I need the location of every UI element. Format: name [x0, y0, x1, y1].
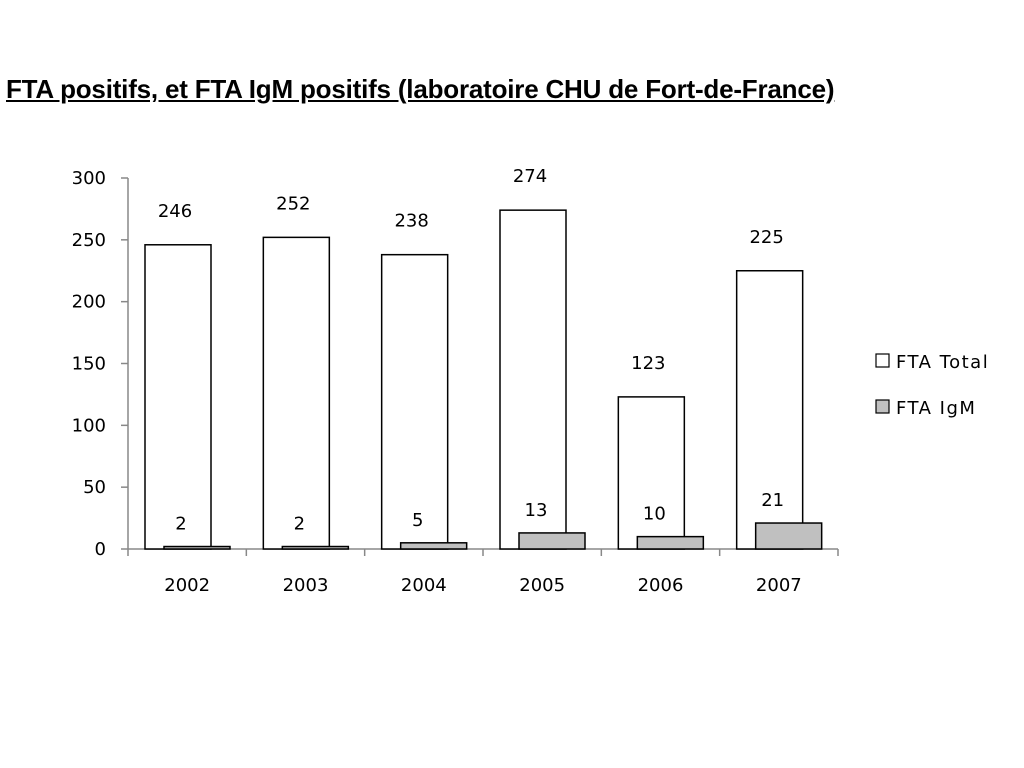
bars — [144, 209, 823, 550]
legend-label: FTA IgM — [896, 398, 976, 419]
bar-fta-total — [735, 270, 804, 550]
data-label-fta-total: 238 — [394, 211, 428, 232]
y-tick-label: 200 — [72, 292, 106, 313]
x-tick-label: 2005 — [519, 575, 565, 596]
bar-fta-total — [499, 209, 567, 550]
x-tick-label: 2003 — [283, 575, 329, 596]
bar-fta-igm — [636, 535, 705, 550]
data-label-fta-igm: 5 — [412, 510, 423, 531]
x-axis: 2002 2003 2004 2005 2006 2007 — [127, 548, 839, 596]
data-label-fta-total: 246 — [158, 201, 192, 222]
data-label-fta-total: 123 — [631, 353, 665, 374]
legend-label: FTA Total — [896, 352, 989, 373]
legend-swatch — [875, 399, 890, 414]
bar-fta-igm — [281, 545, 350, 550]
bar-fta-igm — [399, 542, 468, 550]
legend-swatch — [875, 353, 890, 368]
bar-fta-total — [144, 244, 212, 550]
y-tick-label: 100 — [72, 415, 106, 436]
y-tick-label: 50 — [83, 477, 106, 498]
bar-fta-igm — [754, 522, 823, 550]
data-label-fta-igm: 10 — [643, 504, 666, 525]
data-label-fta-igm: 21 — [761, 490, 784, 511]
y-axis: 0 50 100 150 200 250 300 — [72, 168, 129, 560]
bar-fta-total — [380, 253, 449, 550]
bar-fta-igm — [163, 545, 231, 550]
x-tick-label: 2006 — [638, 575, 684, 596]
y-tick-label: 300 — [72, 168, 106, 189]
bar-fta-total — [262, 236, 331, 550]
data-label-fta-total: 274 — [513, 166, 547, 187]
data-label-fta-total: 225 — [749, 227, 783, 248]
y-tick-label: 150 — [72, 354, 106, 375]
y-tick-label: 250 — [72, 230, 106, 251]
data-label-fta-total: 252 — [276, 193, 310, 214]
x-tick-label: 2007 — [756, 575, 802, 596]
bar-fta-total — [617, 396, 686, 550]
bar-fta-igm — [518, 532, 586, 550]
data-label-fta-igm: 2 — [175, 514, 186, 535]
data-label-fta-igm: 13 — [525, 500, 548, 521]
page-title: FTA positifs, et FTA IgM positifs (labor… — [6, 74, 835, 104]
y-tick-label: 0 — [95, 539, 106, 560]
x-tick-label: 2004 — [401, 575, 447, 596]
legend: FTA Total FTA IgM — [875, 352, 989, 419]
x-tick-label: 2002 — [164, 575, 210, 596]
data-label-fta-igm: 2 — [294, 514, 305, 535]
